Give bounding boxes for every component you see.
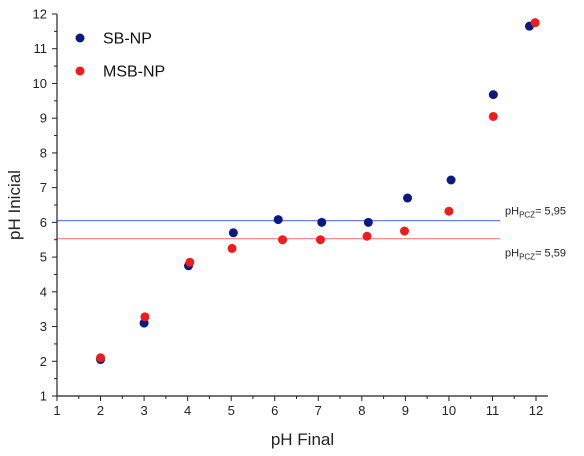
data-point: [185, 257, 195, 267]
y-tick-label: 2: [40, 354, 47, 369]
y-tick-label: 3: [40, 319, 47, 334]
x-tick-label: 4: [184, 403, 191, 418]
y-tick-label: 7: [40, 180, 47, 195]
y-tick-label: 11: [34, 41, 48, 56]
legend-label: SB-NP: [103, 31, 152, 48]
data-point: [399, 226, 409, 236]
data-point: [278, 235, 288, 245]
y-tick-label: 8: [40, 145, 47, 160]
data-point: [403, 193, 413, 203]
x-tick-label: 12: [529, 403, 543, 418]
y-tick-label: 9: [40, 111, 47, 126]
y-tick-label: 4: [40, 284, 47, 299]
legend: SB-NP MSB-NP: [75, 31, 165, 81]
y-tick-label: 6: [40, 215, 47, 230]
x-tick-label: 8: [358, 403, 365, 418]
x-tick-label: 9: [402, 403, 409, 418]
legend-label: MSB-NP: [103, 64, 165, 81]
x-tick-label: 1: [53, 403, 60, 418]
y-tick-label: 12: [33, 7, 47, 22]
y-tick-label: 10: [33, 76, 47, 91]
reference-line-label: pHPCZ= 5,95: [505, 206, 566, 220]
data-point: [317, 217, 327, 227]
legend-marker: [75, 33, 85, 43]
y-axis-title: pH Inicial: [5, 170, 24, 240]
x-tick-label: 2: [97, 403, 104, 418]
data-points: [96, 18, 540, 365]
reference-line-label: pHPCZ= 5,59: [505, 248, 566, 262]
data-point: [362, 231, 372, 241]
x-axis-title: pH Final: [271, 430, 334, 449]
reference-labels: pHPCZ= 5,95 pHPCZ= 5,59: [505, 206, 566, 262]
data-point: [446, 175, 456, 185]
x-tick-label: 6: [271, 403, 278, 418]
data-point: [96, 353, 106, 363]
y-tick-label: 5: [40, 250, 47, 265]
x-tick-label: 5: [228, 403, 235, 418]
data-point: [488, 111, 498, 121]
data-point: [140, 312, 150, 322]
data-point: [363, 217, 373, 227]
x-tick-label: 11: [486, 403, 500, 418]
data-point: [228, 228, 238, 238]
data-point: [227, 243, 237, 253]
data-point: [530, 18, 540, 28]
x-tick-label: 7: [315, 403, 322, 418]
data-point: [444, 206, 454, 216]
x-tick-label: 10: [442, 403, 456, 418]
y-tick-label: 1: [40, 389, 47, 404]
data-point: [315, 235, 325, 245]
legend-marker: [75, 66, 85, 76]
data-point: [273, 215, 283, 225]
x-tick-label: 3: [140, 403, 147, 418]
axis-ticks: [52, 13, 537, 401]
data-point: [488, 90, 498, 100]
